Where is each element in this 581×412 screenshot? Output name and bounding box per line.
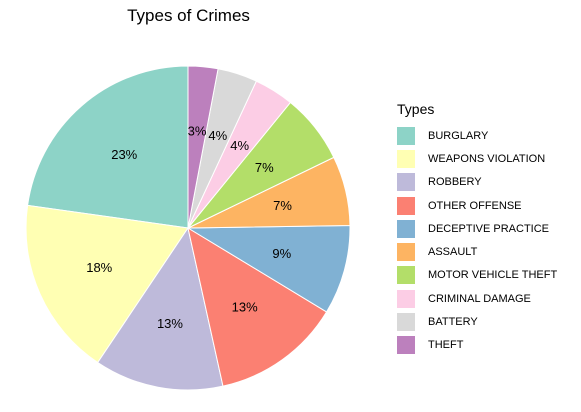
pie-slice-4 <box>186 224 351 313</box>
pie-slice-2 <box>97 226 224 391</box>
slice-label-4: 9% <box>272 246 291 261</box>
legend-label-9: THEFT <box>428 339 464 352</box>
legend-swatch-5 <box>397 243 415 262</box>
legend-item-8: BATTERY <box>397 310 557 333</box>
legend-swatch-1 <box>397 149 415 168</box>
legend-label-2: ROBBERY <box>428 176 482 189</box>
legend-label-1: WEAPONS VIOLATION <box>428 152 546 165</box>
legend-swatch-6 <box>397 266 415 285</box>
slice-label-0: 23% <box>111 147 137 162</box>
legend-swatch-3 <box>397 196 415 215</box>
pie-slice-0 <box>27 65 189 229</box>
legend: Types BURGLARY WEAPONS VIOLATION ROBBERY OT… <box>397 101 557 357</box>
legend-swatch-8 <box>397 313 415 332</box>
legend-item-4: DECEPTIVE PRACTICE <box>397 217 557 240</box>
legend-label-3: OTHER OFFENSE <box>428 199 522 212</box>
legend-item-2: ROBBERY <box>397 171 557 194</box>
legend-label-6: MOTOR VEHICLE THEFT <box>428 269 558 282</box>
legend-label-0: BURGLARY <box>428 129 489 142</box>
slice-label-9: 3% <box>188 124 207 139</box>
legend-item-1: WEAPONS VIOLATION <box>397 147 557 170</box>
slice-label-6: 7% <box>255 160 274 175</box>
legend-title: Types <box>397 101 435 117</box>
slice-label-3: 13% <box>232 299 258 314</box>
pie-slice-1 <box>25 204 189 364</box>
legend-swatch-2 <box>397 173 415 192</box>
legend-swatch-4 <box>397 219 415 238</box>
legend-item-6: MOTOR VEHICLE THEFT <box>397 264 557 287</box>
legend-label-8: BATTERY <box>428 316 478 329</box>
slice-label-8: 4% <box>208 128 227 143</box>
slice-label-1: 18% <box>86 260 112 275</box>
pie-slice-9 <box>187 65 219 229</box>
legend-label-7: CRIMINAL DAMAGE <box>428 292 531 305</box>
slice-label-5: 7% <box>273 198 292 213</box>
chart-title: Types of Crimes <box>127 6 250 25</box>
legend-swatch-0 <box>397 126 415 145</box>
pie-slice-3 <box>187 226 328 387</box>
legend-swatch-7 <box>397 289 415 308</box>
legend-label-5: ASSAULT <box>428 246 478 259</box>
legend-item-7: CRIMINAL DAMAGE <box>397 287 557 310</box>
legend-item-3: OTHER OFFENSE <box>397 194 557 217</box>
legend-item-9: THEFT <box>397 334 557 357</box>
legend-label-4: DECEPTIVE PRACTICE <box>428 222 550 235</box>
slice-label-2: 13% <box>157 316 183 331</box>
legend-item-0: BURGLARY <box>397 124 557 147</box>
legend-items: BURGLARY WEAPONS VIOLATION ROBBERY OTHER OF… <box>397 124 557 357</box>
legend-swatch-9 <box>397 336 415 355</box>
slice-label-7: 4% <box>230 138 249 153</box>
legend-item-5: ASSAULT <box>397 240 557 263</box>
